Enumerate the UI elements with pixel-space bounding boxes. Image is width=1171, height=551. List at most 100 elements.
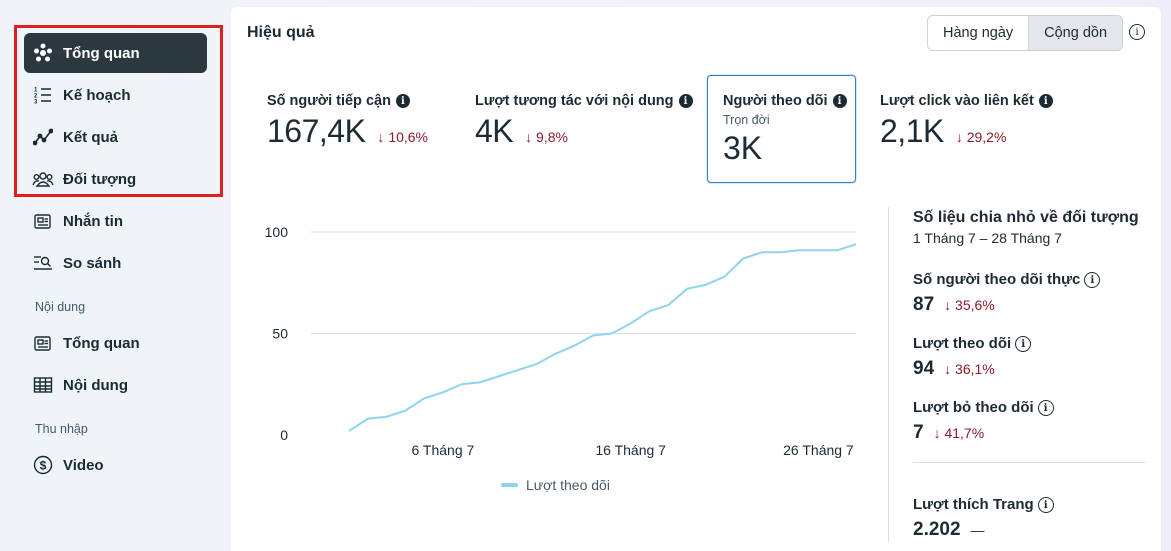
info-icon[interactable]: i: [832, 94, 847, 108]
overview-icon: [32, 42, 54, 64]
sidebar-item-overview[interactable]: Tổng quan: [24, 33, 207, 73]
info-icon[interactable]: i: [1038, 94, 1053, 108]
divider: [888, 207, 889, 542]
arrow-down-icon: ↓: [525, 129, 533, 145]
sidebar-item-label: Kế hoạch: [63, 86, 131, 104]
toggle-cumulative-button[interactable]: Cộng dồn: [1028, 16, 1123, 50]
sidebar-item-content-overview[interactable]: Tổng quan: [24, 323, 207, 363]
sidebar-item-compare[interactable]: So sánh: [24, 243, 207, 283]
content-overview-icon: [32, 332, 54, 354]
breakdown-item-page-likes: Lượt thích Trang i 2.202 —: [913, 496, 1054, 541]
breakdown-value: 87: [913, 294, 935, 315]
followers-line-chart: 0 50 100 6 Tháng 7 16 Tháng 7 26 Tháng 7: [265, 224, 857, 458]
sidebar-item-messaging[interactable]: Nhắn tin: [24, 201, 207, 241]
arrow-down-icon: ↓: [377, 129, 385, 145]
x-tick-label: 6 Tháng 7: [411, 442, 474, 458]
info-icon[interactable]: i: [1015, 335, 1032, 352]
sidebar-item-label: Đối tượng: [63, 170, 137, 188]
svg-text:$: $: [40, 459, 47, 473]
sidebar-item-label: Tổng quan: [63, 334, 140, 352]
info-icon[interactable]: i: [678, 94, 693, 108]
sidebar-item-results[interactable]: Kết quả: [24, 117, 207, 157]
x-tick-label: 16 Tháng 7: [595, 442, 666, 458]
metric-label: Người theo dõi: [723, 93, 828, 109]
legend-label: Lượt theo dõi: [526, 477, 610, 493]
section-label-income: Thu nhập: [35, 422, 88, 436]
sidebar-item-label: Tổng quan: [63, 44, 140, 62]
metric-change-value: 9,8%: [536, 129, 568, 145]
arrow-down-icon: ↓: [933, 425, 941, 441]
metric-value: 4K: [475, 113, 514, 149]
y-tick-label: 100: [265, 224, 289, 240]
chart-legend: Lượt theo dõi: [501, 477, 610, 493]
breakdown-change: —: [970, 522, 985, 538]
breakdown-change-value: 36,1%: [955, 361, 995, 377]
breakdown-separator: [913, 462, 1146, 463]
info-icon[interactable]: i: [1084, 271, 1101, 288]
metric-value: 2,1K: [880, 113, 944, 149]
breakdown-value: 2.202: [913, 519, 961, 540]
compare-icon: [32, 252, 54, 274]
info-icon[interactable]: i: [395, 94, 410, 108]
breakdown-change: ↓ 36,1%: [944, 361, 995, 377]
sidebar-item-label: Video: [63, 456, 104, 474]
svg-text:3: 3: [34, 100, 38, 106]
sidebar-item-label: Nội dung: [63, 376, 128, 394]
breakdown-change: ↓ 41,7%: [934, 425, 985, 441]
metric-sublabel: Trọn đời: [723, 113, 770, 127]
breakdown-label: Số người theo dõi thực: [913, 271, 1081, 288]
breakdown-title: Số liệu chia nhỏ về đối tượng: [913, 209, 1139, 226]
sidebar-item-label: Nhắn tin: [63, 212, 123, 230]
view-toggle: Hàng ngày Cộng dồn: [927, 15, 1124, 51]
performance-panel: Hiệu quả Hàng ngày Cộng dồn i Số người t…: [231, 7, 1161, 551]
sidebar-item-audience[interactable]: Đối tượng: [24, 159, 207, 199]
breakdown-change-value: 35,6%: [955, 297, 995, 313]
metric-change: ↓ 9,8%: [525, 129, 568, 145]
metric-label: Lượt tương tác với nội dung: [475, 93, 674, 109]
dollar-icon: $: [32, 454, 54, 476]
info-icon[interactable]: i: [1037, 399, 1054, 416]
sidebar-item-video[interactable]: $ Video: [24, 445, 207, 485]
x-tick-label: 26 Tháng 7: [783, 442, 854, 458]
toggle-daily-button[interactable]: Hàng ngày: [943, 25, 1014, 41]
info-icon[interactable]: i: [1037, 496, 1054, 513]
metric-value: 167,4K: [267, 113, 366, 149]
breakdown-label: Lượt theo dõi: [913, 335, 1012, 352]
info-icon[interactable]: i: [1129, 24, 1145, 40]
metric-link-clicks[interactable]: Lượt click vào liên kết i 2,1K ↓ 29,2%: [880, 93, 1053, 150]
metric-change: ↓ 10,6%: [377, 129, 428, 145]
metric-label: Số người tiếp cận: [267, 93, 391, 109]
y-tick-label: 50: [272, 326, 288, 342]
metric-followers-card[interactable]: Người theo dõi i Trọn đời 3K: [707, 75, 856, 183]
breakdown-label: Lượt thích Trang: [913, 496, 1034, 513]
sidebar-item-label: So sánh: [63, 254, 122, 272]
metric-reach[interactable]: Số người tiếp cận i 167,4K ↓ 10,6%: [267, 93, 428, 150]
breakdown-item-net-followers: Số người theo dõi thực i 87 ↓ 35,6%: [913, 271, 1101, 316]
breakdown-label: Lượt bỏ theo dõi: [913, 399, 1034, 416]
metric-change-value: 29,2%: [966, 129, 1007, 145]
sidebar-item-label: Kết quả: [63, 128, 119, 146]
metric-label: Lượt click vào liên kết: [880, 93, 1034, 109]
svg-text:1: 1: [34, 88, 38, 94]
results-chart-icon: [32, 126, 54, 148]
breakdown-value: 7: [913, 422, 924, 443]
sidebar-item-content[interactable]: Nội dung: [24, 365, 207, 405]
metric-engagement[interactable]: Lượt tương tác với nội dung i 4K ↓ 9,8%: [475, 93, 693, 150]
audience-people-icon: [32, 168, 54, 190]
metric-value: 3K: [723, 130, 763, 166]
table-icon: [32, 374, 54, 396]
metric-change: ↓ 29,2%: [956, 129, 1007, 145]
y-tick-label: 0: [280, 427, 288, 443]
breakdown-value: 94: [913, 358, 935, 379]
breakdown-date-range: 1 Tháng 7 – 28 Tháng 7: [913, 230, 1062, 246]
metric-change-value: 10,6%: [388, 129, 429, 145]
series-line: [348, 243, 857, 432]
breakdown-item-follows: Lượt theo dõi i 94 ↓ 36,1%: [913, 335, 1032, 380]
arrow-down-icon: ↓: [944, 361, 952, 377]
breakdown-item-unfollows: Lượt bỏ theo dõi i 7 ↓ 41,7%: [913, 399, 1054, 444]
breakdown-change: ↓ 35,6%: [944, 297, 995, 313]
audience-breakdown: Số liệu chia nhỏ về đối tượng 1 Tháng 7 …: [913, 207, 1148, 540]
message-card-icon: [32, 210, 54, 232]
